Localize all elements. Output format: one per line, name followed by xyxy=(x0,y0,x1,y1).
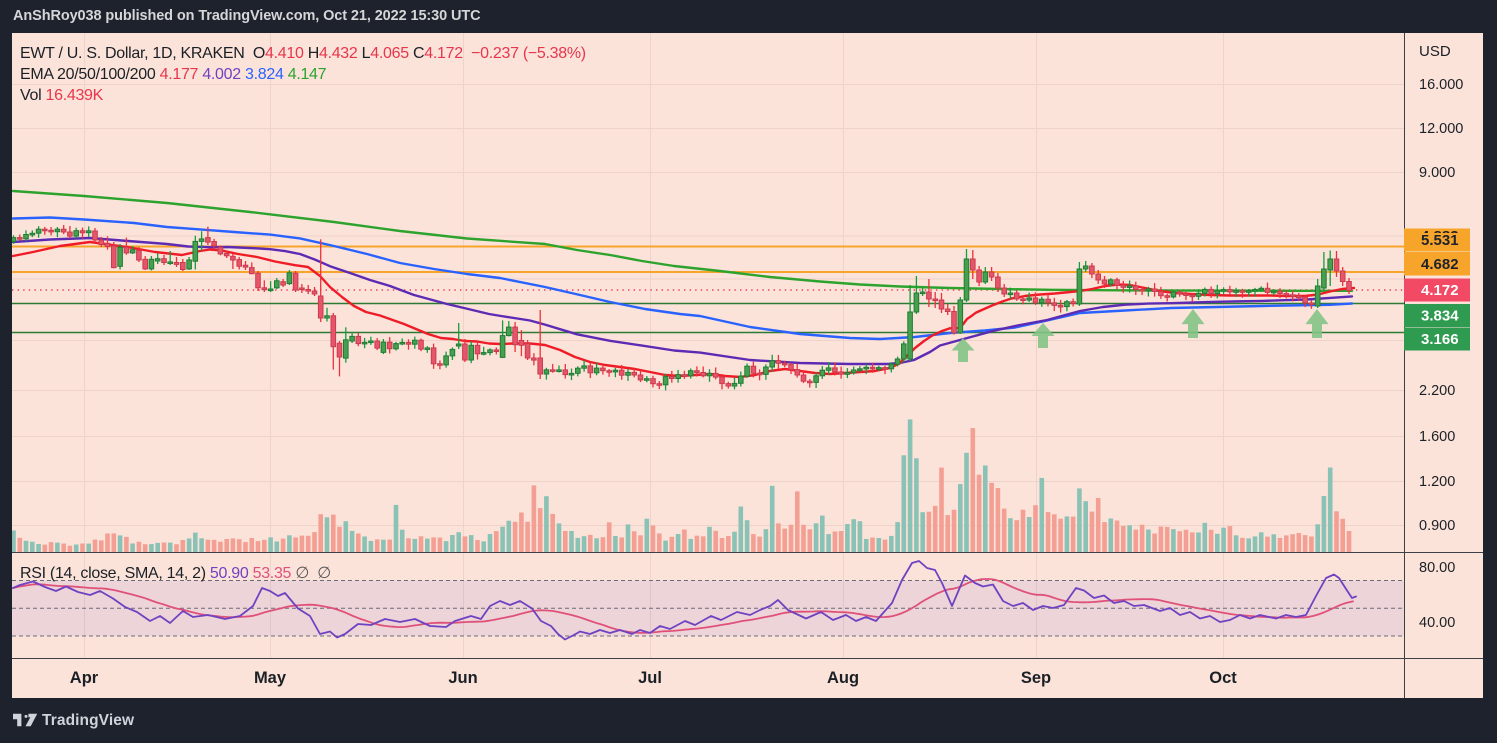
svg-text:16.000: 16.000 xyxy=(1419,77,1463,93)
svg-text:Sep: Sep xyxy=(1021,669,1051,687)
svg-text:12.000: 12.000 xyxy=(1419,121,1463,137)
svg-text:Apr: Apr xyxy=(70,669,99,687)
svg-text:1.600: 1.600 xyxy=(1419,429,1455,445)
svg-text:80.00: 80.00 xyxy=(1419,560,1455,576)
svg-text:3.834: 3.834 xyxy=(1421,308,1459,325)
svg-text:9.000: 9.000 xyxy=(1419,165,1455,181)
svg-text:May: May xyxy=(254,669,287,687)
svg-text:4.172: 4.172 xyxy=(1421,282,1459,299)
svg-text:2.200: 2.200 xyxy=(1419,383,1455,399)
svg-text:0.900: 0.900 xyxy=(1419,518,1455,534)
svg-text:40.00: 40.00 xyxy=(1419,615,1455,631)
svg-text:USD: USD xyxy=(1419,43,1451,60)
svg-text:4.883: 4.883 xyxy=(1421,228,1459,245)
svg-text:Oct: Oct xyxy=(1209,669,1237,687)
svg-text:Aug: Aug xyxy=(827,669,859,687)
svg-text:4.682: 4.682 xyxy=(1421,256,1459,273)
svg-text:Jul: Jul xyxy=(638,669,662,687)
svg-text:Jun: Jun xyxy=(448,669,477,687)
svg-text:5.531: 5.531 xyxy=(1421,232,1459,249)
svg-text:3.166: 3.166 xyxy=(1421,331,1459,348)
svg-text:1.200: 1.200 xyxy=(1419,474,1455,490)
